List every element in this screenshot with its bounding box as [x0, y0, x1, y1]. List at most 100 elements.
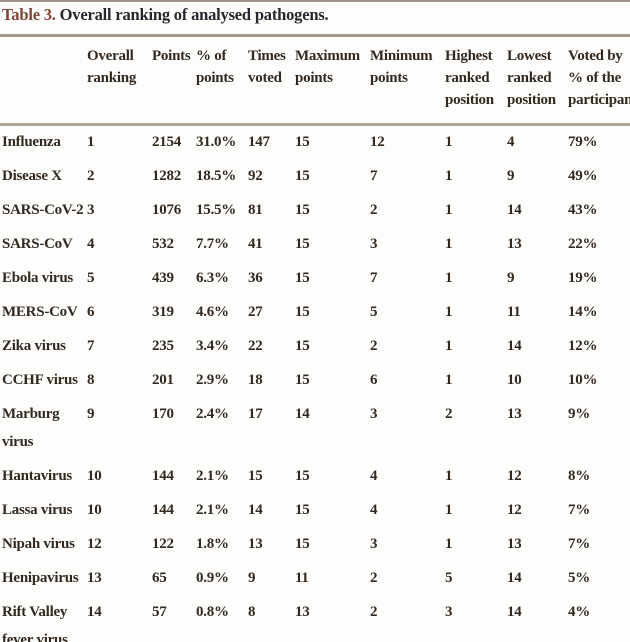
cell-maximum_points: 15: [295, 134, 310, 150]
cell-pct_of_points: 0.8%: [196, 604, 229, 620]
cell-times_voted: 147: [248, 134, 270, 150]
cell-maximum_points: 15: [295, 468, 310, 484]
cell-points: 201: [152, 372, 174, 388]
cell-points: 1076: [152, 202, 181, 218]
pathogen-name: Influenza: [2, 134, 61, 150]
cell-overall_ranking: 1: [87, 134, 94, 150]
cell-highest_ranked_position: 2: [445, 406, 452, 422]
cell-maximum_points: 15: [295, 536, 310, 552]
cell-lowest_ranked_position: 14: [507, 338, 522, 354]
pathogen-name: MERS-CoV: [2, 304, 78, 320]
cell-voted_by_pct: 10%: [568, 372, 597, 388]
cell-maximum_points: 13: [295, 604, 310, 620]
cell-maximum_points: 15: [295, 338, 310, 354]
column-header-pct_of_points: % of: [196, 48, 226, 64]
column-header-voted_by_pct: participants: [568, 92, 630, 108]
cell-overall_ranking: 5: [87, 270, 94, 286]
cell-overall_ranking: 4: [87, 236, 94, 252]
cell-times_voted: 8: [248, 604, 255, 620]
header-bottom-rule: [0, 123, 630, 126]
cell-overall_ranking: 6: [87, 304, 94, 320]
cell-maximum_points: 15: [295, 502, 310, 518]
pathogen-name: Nipah virus: [2, 536, 75, 552]
cell-maximum_points: 14: [295, 406, 310, 422]
cell-points: 532: [152, 236, 174, 252]
cell-voted_by_pct: 5%: [568, 570, 590, 586]
cell-lowest_ranked_position: 14: [507, 570, 522, 586]
cell-minimum_points: 2: [370, 604, 377, 620]
pathogen-name: virus: [2, 434, 33, 450]
cell-maximum_points: 11: [295, 570, 309, 586]
column-header-highest_ranked_position: position: [445, 92, 494, 108]
pathogen-name: SARS-CoV-2: [2, 202, 83, 218]
cell-times_voted: 92: [248, 168, 263, 184]
table-caption-number: Table 3.: [2, 5, 56, 24]
pathogen-name: CCHF virus: [2, 372, 78, 388]
cell-maximum_points: 15: [295, 202, 310, 218]
cell-highest_ranked_position: 1: [445, 202, 452, 218]
column-header-highest_ranked_position: Highest: [445, 48, 492, 64]
cell-lowest_ranked_position: 9: [507, 168, 514, 184]
cell-voted_by_pct: 7%: [568, 536, 590, 552]
cell-minimum_points: 2: [370, 202, 377, 218]
cell-times_voted: 36: [248, 270, 263, 286]
pathogen-name: SARS-CoV: [2, 236, 73, 252]
cell-minimum_points: 12: [370, 134, 385, 150]
cell-overall_ranking: 7: [87, 338, 94, 354]
column-header-minimum_points: Minimum: [370, 48, 432, 64]
cell-highest_ranked_position: 1: [445, 270, 452, 286]
cell-points: 65: [152, 570, 167, 586]
cell-lowest_ranked_position: 4: [507, 134, 514, 150]
cell-minimum_points: 2: [370, 570, 377, 586]
table-caption-title: Overall ranking of analysed pathogens.: [56, 5, 329, 24]
cell-lowest_ranked_position: 13: [507, 406, 522, 422]
cell-points: 319: [152, 304, 174, 320]
column-header-overall_ranking: ranking: [87, 70, 136, 86]
column-header-overall_ranking: Overall: [87, 48, 134, 64]
cell-highest_ranked_position: 1: [445, 536, 452, 552]
cell-voted_by_pct: 4%: [568, 604, 590, 620]
cell-times_voted: 27: [248, 304, 263, 320]
cell-pct_of_points: 1.8%: [196, 536, 229, 552]
column-header-times_voted: voted: [248, 70, 282, 86]
cell-minimum_points: 3: [370, 536, 377, 552]
cell-times_voted: 14: [248, 502, 263, 518]
cell-highest_ranked_position: 1: [445, 134, 452, 150]
cell-voted_by_pct: 19%: [568, 270, 597, 286]
cell-highest_ranked_position: 3: [445, 604, 452, 620]
cell-highest_ranked_position: 1: [445, 236, 452, 252]
cell-highest_ranked_position: 1: [445, 168, 452, 184]
cell-minimum_points: 4: [370, 468, 377, 484]
cell-overall_ranking: 3: [87, 202, 94, 218]
column-header-lowest_ranked_position: ranked: [507, 70, 551, 86]
cell-lowest_ranked_position: 13: [507, 236, 522, 252]
cell-voted_by_pct: 79%: [568, 134, 597, 150]
cell-points: 2154: [152, 134, 181, 150]
cell-highest_ranked_position: 1: [445, 372, 452, 388]
pathogen-name: Rift Valley: [2, 604, 67, 620]
cell-lowest_ranked_position: 12: [507, 468, 522, 484]
cell-overall_ranking: 10: [87, 502, 102, 518]
cell-overall_ranking: 13: [87, 570, 102, 586]
cell-pct_of_points: 0.9%: [196, 570, 229, 586]
cell-maximum_points: 15: [295, 270, 310, 286]
cell-voted_by_pct: 14%: [568, 304, 597, 320]
column-header-voted_by_pct: Voted by: [568, 48, 623, 64]
cell-times_voted: 18: [248, 372, 263, 388]
cell-points: 235: [152, 338, 174, 354]
cell-lowest_ranked_position: 13: [507, 536, 522, 552]
cell-minimum_points: 3: [370, 406, 377, 422]
cell-maximum_points: 15: [295, 236, 310, 252]
cell-minimum_points: 7: [370, 270, 377, 286]
cell-times_voted: 41: [248, 236, 263, 252]
cell-overall_ranking: 12: [87, 536, 102, 552]
cell-times_voted: 9: [248, 570, 255, 586]
top-edge-rule: [0, 0, 630, 2]
column-header-lowest_ranked_position: position: [507, 92, 556, 108]
cell-points: 170: [152, 406, 174, 422]
cell-pct_of_points: 2.1%: [196, 468, 229, 484]
column-header-maximum_points: Maximum: [295, 48, 360, 64]
cell-minimum_points: 6: [370, 372, 377, 388]
cell-voted_by_pct: 8%: [568, 468, 590, 484]
column-header-points: Points: [152, 48, 191, 64]
